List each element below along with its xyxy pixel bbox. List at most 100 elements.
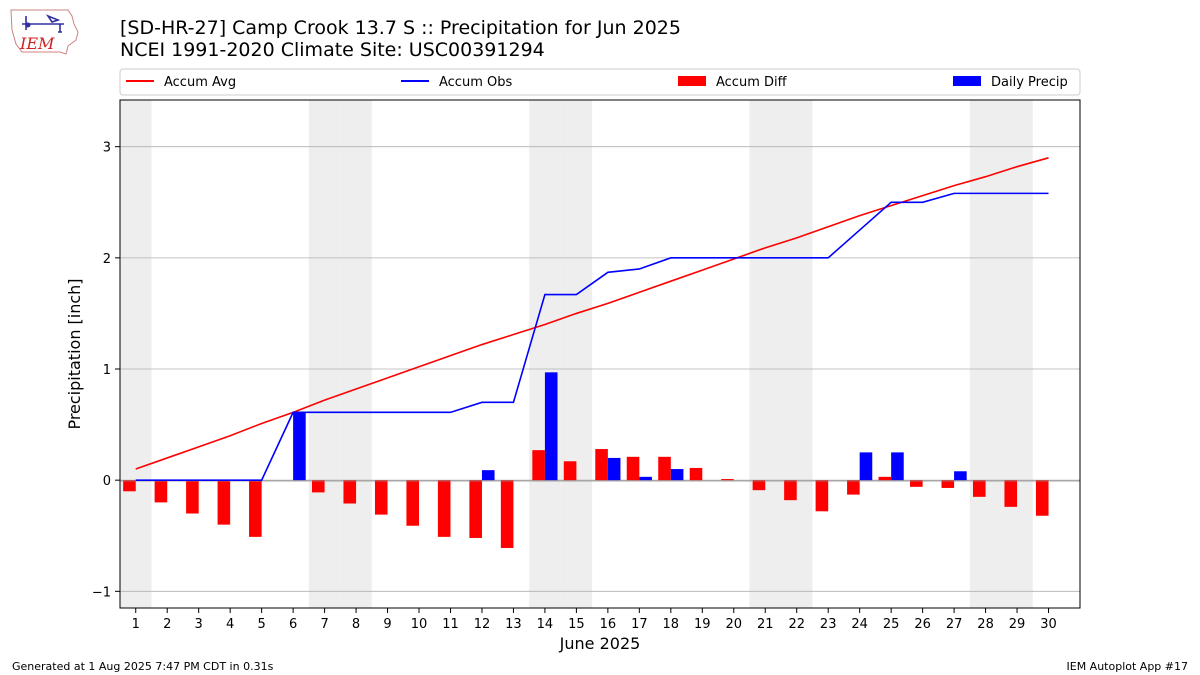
x-tick-label-27: 27 (946, 617, 963, 632)
accum-diff-bar-28 (972, 480, 986, 497)
weekend-shade-day-22 (780, 100, 813, 608)
x-tick-label-22: 22 (788, 617, 805, 632)
y-axis-label: Precipitation [inch] (65, 278, 84, 429)
weather-station-icon (22, 14, 64, 33)
x-tick-label-11: 11 (442, 617, 459, 632)
x-tick-label-5: 5 (257, 617, 265, 632)
x-tick-label-21: 21 (757, 617, 774, 632)
weekend-shade-day-28 (969, 100, 1002, 608)
x-tick-label-9: 9 (383, 617, 391, 632)
x-tick-label-4: 4 (226, 617, 234, 632)
legend: Accum Avg Accum Obs Accum Diff Daily Precip (119, 68, 1081, 96)
x-tick-label-6: 6 (289, 617, 297, 632)
accum-diff-bar-10 (406, 480, 420, 526)
accum-diff-bar-17 (626, 456, 640, 481)
x-tick-label-19: 19 (694, 617, 711, 632)
x-tick-label-24: 24 (851, 617, 868, 632)
bars-layer (123, 372, 1049, 548)
accum-diff-bar-19 (689, 467, 703, 481)
chart-subtitle: NCEI 1991-2020 Climate Site: USC00391294 (120, 39, 545, 61)
x-tick-label-23: 23 (820, 617, 837, 632)
y-axis: −1 0 1 2 3 (92, 141, 120, 600)
daily-precip-bar-25 (891, 452, 904, 481)
accum-diff-bar-18 (658, 456, 671, 481)
accum-diff-bar-3 (186, 480, 199, 514)
x-tick-label-25: 25 (883, 617, 900, 632)
accum-diff-bar-8 (343, 480, 357, 504)
accum-diff-bar-24 (847, 480, 860, 495)
iem-logo: IEM (10, 9, 79, 55)
lines-layer (135, 157, 1049, 481)
logo-text: IEM (19, 34, 55, 53)
x-tick-label-17: 17 (631, 617, 648, 632)
x-tick-label-16: 16 (600, 617, 617, 632)
daily-precip-bar-24 (859, 452, 873, 481)
accum-diff-bar-16 (595, 449, 608, 481)
legend-frame (119, 68, 1081, 96)
x-tick-label-10: 10 (411, 617, 428, 632)
accum-diff-bar-9 (374, 480, 388, 515)
accum-diff-bar-27 (941, 480, 955, 488)
weekend-shade-day-15 (560, 100, 593, 608)
legend-swatch-accum-diff (678, 76, 706, 86)
daily-precip-bar-18 (670, 469, 684, 481)
x-tick-label-8: 8 (352, 617, 360, 632)
legend-label-accum-obs: Accum Obs (439, 75, 512, 90)
accum-avg-line (135, 157, 1049, 470)
x-tick-label-12: 12 (474, 617, 491, 632)
accum-diff-bar-13 (500, 480, 514, 548)
daily-precip-bar-27 (954, 471, 967, 481)
accum-diff-bar-1 (123, 480, 136, 492)
x-tick-label-20: 20 (725, 617, 742, 632)
accum-diff-bar-20 (721, 479, 734, 481)
accum-diff-bar-21 (752, 480, 766, 491)
plot-frame (119, 99, 1081, 609)
x-axis: 1 2 3 4 5 6 7 8 9 10 11 12 13 14 15 16 17 18 19 20 21 22 23 24 2… (132, 608, 1057, 632)
accum-diff-bar-4 (217, 480, 231, 525)
accum-diff-bar-25 (878, 476, 892, 481)
x-tick-label-18: 18 (663, 617, 680, 632)
x-tick-label-30: 30 (1040, 617, 1057, 632)
footer-generated: Generated at 1 Aug 2025 7:47 PM CDT in 0… (12, 660, 274, 673)
weekend-shade-day-7 (308, 100, 341, 608)
accum-diff-bar-15 (563, 461, 577, 481)
grid-lines (120, 146, 1080, 592)
y-tick-label: 1 (103, 363, 111, 378)
legend-swatch-daily-precip (953, 76, 981, 86)
legend-label-accum-avg: Accum Avg (164, 75, 236, 90)
x-tick-label-1: 1 (132, 617, 140, 632)
accum-diff-bar-5 (249, 480, 262, 537)
y-tick-label: 2 (103, 252, 111, 267)
weekend-shade-day-21 (749, 100, 781, 608)
y-tick-label: 0 (103, 474, 111, 489)
daily-precip-bar-17 (639, 476, 652, 481)
x-tick-label-3: 3 (195, 617, 203, 632)
weekend-shade-day-8 (340, 100, 372, 608)
weekend-shade-day-29 (1001, 100, 1033, 608)
iowa-outline-shape (10, 9, 79, 55)
accum-diff-bar-7 (312, 480, 325, 493)
y-tick-label: −1 (92, 585, 111, 600)
x-tick-label-26: 26 (914, 617, 931, 632)
x-tick-label-28: 28 (977, 617, 994, 632)
footer-app: IEM Autoplot App #17 (1066, 660, 1189, 673)
x-axis-label: June 2025 (559, 634, 641, 653)
y-tick-label: 3 (103, 141, 111, 156)
accum-diff-bar-22 (784, 480, 797, 501)
x-tick-label-29: 29 (1009, 617, 1026, 632)
x-tick-label-15: 15 (568, 617, 585, 632)
weekend-shading (120, 100, 1033, 608)
accum-diff-bar-12 (469, 480, 482, 538)
x-tick-label-2: 2 (163, 617, 171, 632)
legend-label-accum-diff: Accum Diff (716, 75, 788, 90)
accum-diff-bar-14 (532, 450, 545, 481)
daily-precip-bar-12 (481, 470, 495, 481)
x-tick-label-7: 7 (320, 617, 328, 632)
weekend-shade-day-1 (120, 100, 152, 608)
accum-diff-bar-29 (1004, 480, 1018, 507)
daily-precip-bar-16 (607, 457, 621, 481)
accum-diff-bar-11 (437, 480, 451, 537)
weekend-shade-day-14 (529, 100, 561, 608)
legend-label-daily-precip: Daily Precip (991, 75, 1068, 90)
